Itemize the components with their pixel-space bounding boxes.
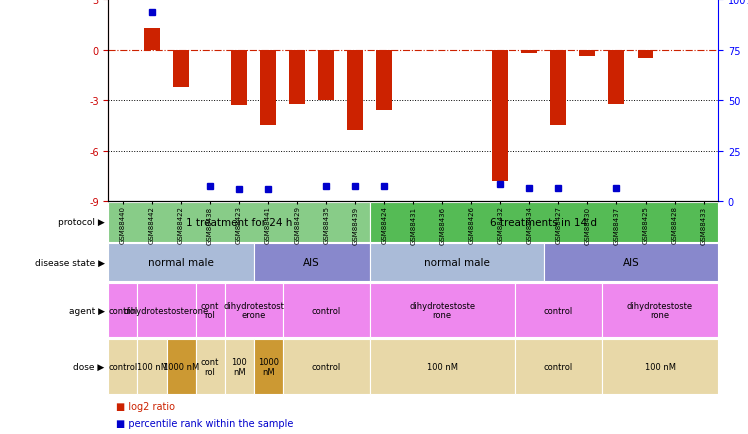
Bar (370, 340, 515, 394)
Bar (602, 283, 718, 337)
Bar (138, 340, 167, 394)
Bar (108, 244, 254, 281)
Text: cont
rol: cont rol (201, 358, 219, 376)
Bar (318, 50, 334, 101)
Bar (231, 50, 247, 106)
Text: control: control (312, 306, 341, 315)
Bar (370, 203, 718, 242)
Text: normal male: normal male (424, 258, 490, 267)
Text: disease state ▶: disease state ▶ (34, 258, 105, 267)
Text: normal male: normal male (148, 258, 214, 267)
Text: 1 treatment for 24 h: 1 treatment for 24 h (186, 217, 292, 227)
Bar (370, 283, 515, 337)
Text: 1000 nM: 1000 nM (163, 362, 199, 371)
Bar (195, 283, 224, 337)
Bar (637, 50, 654, 59)
Text: dihydrotestost
erone: dihydrotestost erone (223, 301, 284, 319)
Text: AIS: AIS (622, 258, 640, 267)
Bar (347, 50, 364, 131)
Bar (289, 50, 305, 104)
Text: 6 treatments in 14 d: 6 treatments in 14 d (491, 217, 598, 227)
Text: 100 nM: 100 nM (136, 362, 168, 371)
Bar (108, 203, 370, 242)
Text: control: control (108, 362, 138, 371)
Text: control: control (108, 306, 138, 315)
Bar (608, 50, 625, 104)
Bar (515, 340, 602, 394)
Text: ■ percentile rank within the sample: ■ percentile rank within the sample (116, 418, 293, 428)
Bar (260, 50, 276, 126)
Bar (224, 340, 254, 394)
Text: agent ▶: agent ▶ (69, 306, 105, 315)
Text: control: control (544, 306, 573, 315)
Text: 100 nM: 100 nM (427, 362, 458, 371)
Bar (144, 29, 160, 50)
Text: control: control (312, 362, 341, 371)
Text: 100 nM: 100 nM (645, 362, 675, 371)
Text: cont
rol: cont rol (201, 301, 219, 319)
Bar (551, 50, 566, 126)
Text: control: control (544, 362, 573, 371)
Bar (138, 283, 195, 337)
Bar (521, 50, 537, 54)
Bar (602, 340, 718, 394)
Bar (108, 340, 138, 394)
Bar (224, 283, 283, 337)
Bar (173, 50, 189, 87)
Bar (283, 283, 370, 337)
Bar (167, 340, 195, 394)
Text: AIS: AIS (303, 258, 320, 267)
Text: 1000
nM: 1000 nM (257, 358, 278, 376)
Text: dihydrotestosterone: dihydrotestosterone (124, 306, 209, 315)
Text: dihydrotestoste
rone: dihydrotestoste rone (409, 301, 476, 319)
Text: 100
nM: 100 nM (231, 358, 247, 376)
Bar (195, 340, 224, 394)
Text: dose ▶: dose ▶ (73, 362, 105, 371)
Text: ■ log2 ratio: ■ log2 ratio (116, 401, 175, 411)
Bar (254, 340, 283, 394)
Text: dihydrotestoste
rone: dihydrotestoste rone (627, 301, 693, 319)
Bar (370, 244, 544, 281)
Bar (376, 50, 392, 111)
Bar (108, 283, 138, 337)
Text: protocol ▶: protocol ▶ (58, 218, 105, 227)
Bar (254, 244, 370, 281)
Bar (515, 283, 602, 337)
Bar (580, 50, 595, 57)
Bar (492, 50, 509, 181)
Bar (283, 340, 370, 394)
Bar (544, 244, 718, 281)
